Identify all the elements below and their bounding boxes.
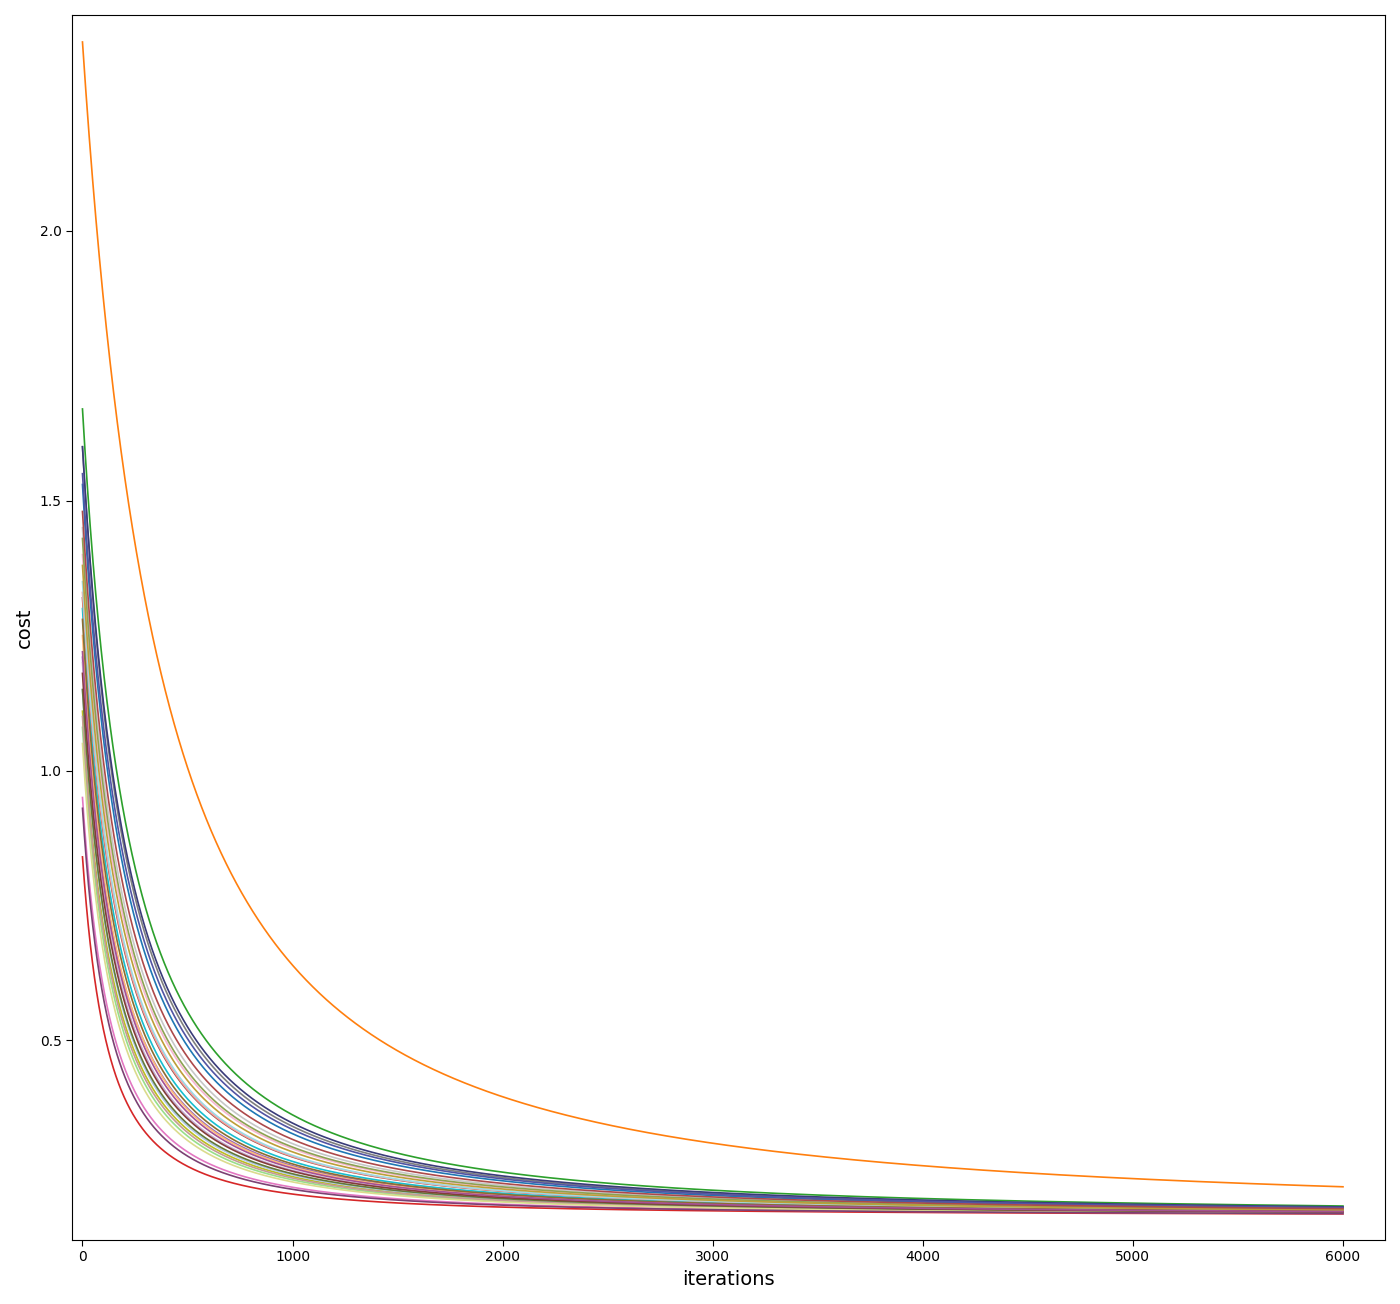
Y-axis label: cost: cost (15, 608, 34, 648)
X-axis label: iterations: iterations (682, 1270, 774, 1288)
